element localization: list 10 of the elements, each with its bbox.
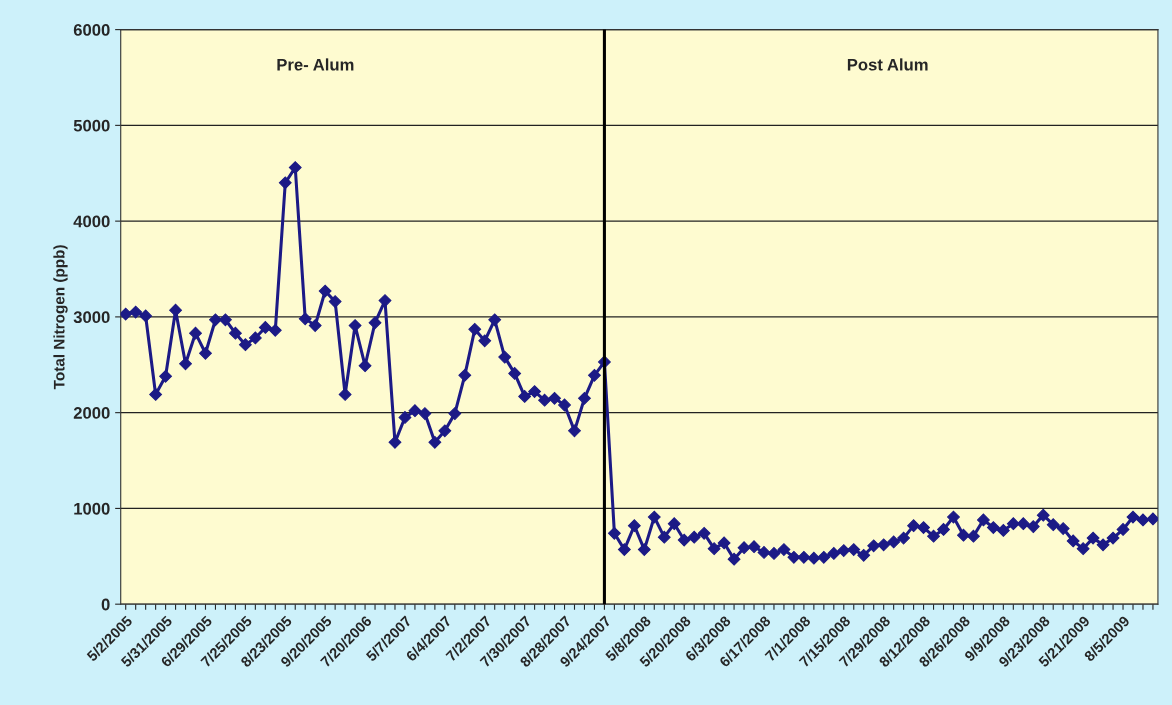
- y-tick-label: 0: [101, 598, 110, 611]
- y-tick-label: 5000: [73, 119, 110, 132]
- y-tick-label: 2000: [73, 407, 110, 419]
- y-axis-title: Total Nitrogen (ppb): [53, 245, 68, 390]
- y-tick-label: 3000: [73, 311, 110, 324]
- annotation: Post Alum: [847, 58, 928, 71]
- annotation: Pre- Alum: [277, 58, 354, 71]
- y-tick-label: 1000: [74, 502, 110, 515]
- y-tick-label: 4000: [73, 215, 110, 228]
- y-tick-label: 6000: [73, 24, 110, 36]
